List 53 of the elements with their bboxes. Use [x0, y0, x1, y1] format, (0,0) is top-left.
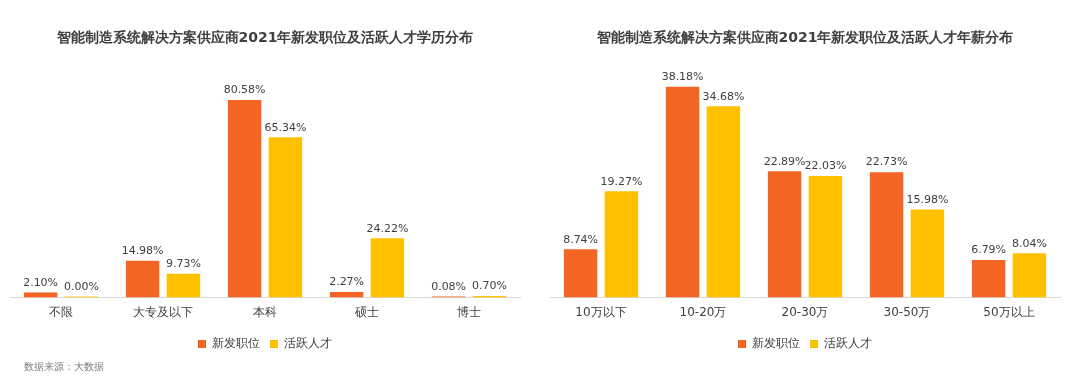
data-label: 15.98% — [906, 192, 949, 206]
data-label: 65.34% — [264, 120, 307, 134]
x-tick-label: 大专及以下 — [133, 304, 193, 319]
data-label: 8.04% — [1011, 236, 1047, 250]
data-label: 0.70% — [471, 279, 507, 293]
data-label: 6.79% — [971, 243, 1007, 257]
bar — [1012, 253, 1047, 298]
data-label: 22.89% — [763, 154, 806, 168]
chart-title: 智能制造系统解决方案供应商2021年新发职位及活跃人才年薪分布 — [595, 29, 1014, 46]
bar — [563, 249, 598, 298]
bar — [767, 171, 802, 298]
data-label: 24.22% — [366, 221, 409, 235]
x-tick-label: 20-30万 — [781, 304, 829, 319]
bar — [227, 99, 262, 298]
x-tick-label: 30-50万 — [883, 304, 931, 319]
bar — [910, 209, 945, 298]
source-note: 数据来源：大数据 — [23, 360, 105, 374]
x-tick-label: 博士 — [457, 304, 481, 319]
bar — [370, 238, 405, 298]
legend-label: 新发职位 — [212, 336, 260, 351]
data-label: 80.58% — [223, 83, 266, 97]
data-label: 34.68% — [702, 89, 745, 103]
data-label: 9.73% — [165, 257, 201, 271]
data-label: 0.00% — [63, 279, 99, 293]
data-label: 22.03% — [804, 159, 847, 173]
bar — [706, 106, 741, 298]
bar — [808, 175, 843, 298]
bar — [268, 137, 303, 298]
bar — [604, 191, 639, 298]
chart-title: 智能制造系统解决方案供应商2021年新发职位及活跃人才学历分布 — [55, 29, 474, 46]
bar — [971, 260, 1006, 298]
data-label: 8.74% — [563, 232, 599, 246]
data-label: 14.98% — [121, 244, 164, 258]
bar — [869, 172, 904, 298]
data-label: 0.08% — [431, 279, 467, 293]
x-tick-label: 本科 — [253, 304, 277, 319]
data-label: 2.27% — [329, 275, 365, 289]
data-label: 2.10% — [23, 275, 59, 289]
legend-label: 活跃人才 — [824, 336, 872, 351]
legend-label: 新发职位 — [752, 336, 800, 351]
x-tick-label: 不限 — [49, 304, 73, 319]
legend-label: 活跃人才 — [284, 336, 332, 351]
bar — [23, 292, 58, 298]
x-tick-label: 10-20万 — [679, 304, 727, 319]
data-label: 22.73% — [865, 155, 908, 169]
data-label: 19.27% — [600, 174, 643, 188]
bar — [665, 86, 700, 298]
x-tick-label: 硕士 — [354, 304, 379, 319]
x-tick-label: 10万以下 — [575, 304, 627, 319]
data-label: 38.18% — [661, 70, 704, 84]
bar — [125, 260, 160, 298]
bar — [166, 273, 201, 298]
x-tick-label: 50万以上 — [983, 304, 1035, 319]
